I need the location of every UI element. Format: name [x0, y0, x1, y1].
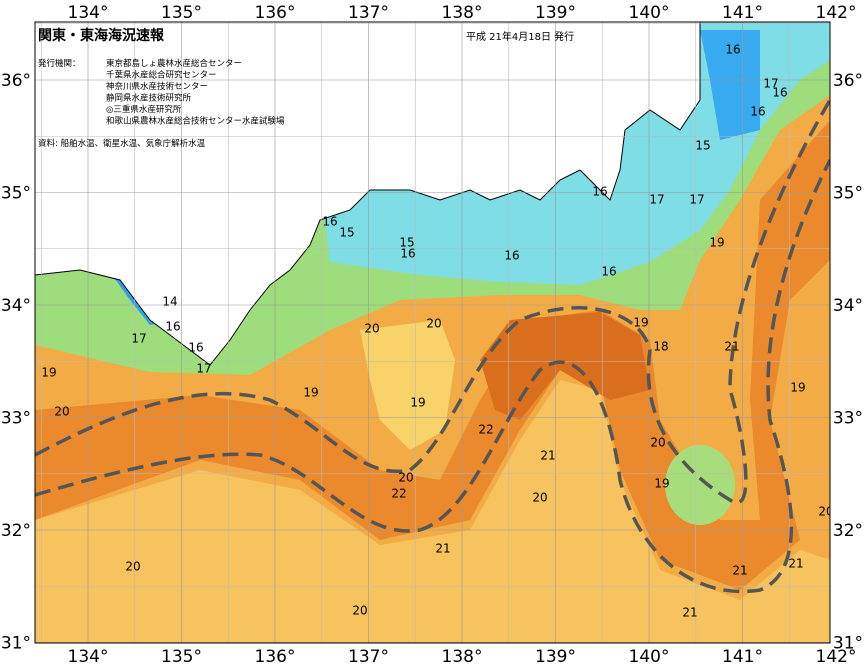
contour-label: 16 [725, 43, 740, 57]
contour-label: 19 [709, 236, 724, 250]
contour-label: 14 [162, 295, 177, 309]
contour-label: 16 [772, 86, 787, 100]
contour-label: 19 [633, 316, 648, 330]
contour-label: 19 [410, 396, 425, 410]
contour-label: 20 [532, 491, 547, 505]
kuroshio-axis [35, 159, 830, 594]
contour-label: 16 [400, 247, 415, 261]
grid [35, 22, 830, 643]
latitude-label: 32° [833, 521, 863, 541]
contour-label: 20 [54, 405, 69, 419]
contour-label: 17 [649, 193, 664, 207]
longitude-label: 136° [255, 3, 296, 23]
map-frame [34, 21, 831, 644]
longitude-label: 141° [722, 647, 763, 667]
contour-label: 15 [339, 226, 354, 240]
longitude-label: 135° [161, 647, 202, 667]
latitude-label: 35° [1, 184, 31, 204]
latitude-label: 34° [1, 296, 31, 316]
contour-label: 21 [788, 557, 803, 571]
contour-label: 22 [391, 487, 406, 501]
contour-label: 20 [398, 471, 413, 485]
kuroshio-edge [35, 99, 830, 505]
longitude-label: 140° [629, 647, 670, 667]
longitude-label: 137° [348, 647, 389, 667]
longitude-label: 139° [535, 3, 576, 23]
issuer-name: 静岡県水産技術研究所 [106, 93, 192, 104]
contour-label: 20 [364, 322, 379, 336]
contour-label: 19 [790, 381, 805, 395]
latitude-label: 31° [833, 634, 863, 654]
contour-label: 20 [650, 436, 665, 450]
longitude-label: 142° [816, 647, 857, 667]
latitude-label: 36° [833, 71, 863, 91]
contour-label: 20 [818, 505, 833, 519]
cold-core [700, 30, 760, 140]
contour-label: 20 [125, 560, 140, 574]
issuer-name: 神奈川県水産技術センター [106, 81, 208, 92]
contour-label: 16 [188, 341, 203, 355]
contour-label: 20 [352, 604, 367, 618]
latitude-label: 33° [1, 409, 31, 429]
issuers: 東京都島しょ農林水産総合センター千葉県水産総合研究センター神奈川県水産技術センタ… [106, 58, 285, 127]
contour-label: 21 [540, 449, 555, 463]
issuer-name: 東京都島しょ農林水産総合センター [106, 58, 242, 69]
contour-label: 21 [682, 606, 697, 620]
contour-label: 16 [750, 105, 765, 119]
issuer-name: 千葉県水産総合研究センター [106, 70, 217, 81]
longitude-label: 141° [722, 3, 763, 23]
longitude-label: 137° [348, 3, 389, 23]
contour-label: 21 [724, 340, 739, 354]
contour-label: 16 [592, 185, 607, 199]
latitude-label: 36° [1, 71, 31, 91]
land [35, 22, 701, 366]
latitude-label: 32° [1, 521, 31, 541]
contour-label: 16 [504, 249, 519, 263]
contour-label: 16 [322, 215, 337, 229]
latitude-label: 34° [833, 296, 863, 316]
latitude-label: 35° [833, 184, 863, 204]
contour-label: 15 [695, 139, 710, 153]
longitude-label: 134° [68, 647, 109, 667]
contour-label: 18 [653, 340, 668, 354]
longitude-label: 136° [255, 647, 296, 667]
longitude-label: 138° [442, 3, 483, 23]
longitude-label: 135° [161, 3, 202, 23]
latitude-label: 33° [833, 409, 863, 429]
axis-labels: 134° 134° 135° 135° 136° 136° 137° 137° 138° 138°… [1, 3, 863, 667]
contour-label: 20 [426, 317, 441, 331]
data-source: 資料: 船舶水温、衛星水温、気象庁解析水温 [38, 138, 206, 149]
longitude-label: 138° [442, 647, 483, 667]
contour-label: 17 [196, 362, 211, 376]
contour-label: 22 [478, 423, 493, 437]
contour-label: 19 [303, 386, 318, 400]
issuers-label: 発行機関： [38, 58, 81, 69]
issuer-name: 和歌山県農林水産総合技術センター水産試験場 [106, 116, 285, 127]
warm-water [35, 380, 830, 643]
contour-label: 17 [763, 77, 778, 91]
issue-date: 平成 21年4月18日 発行 [466, 30, 574, 43]
contour-label: 17 [131, 332, 146, 346]
longitude-label: 142° [816, 3, 857, 23]
map-title: 関東・東海海況速報 [38, 27, 165, 44]
contour-label: 21 [732, 564, 747, 578]
longitude-label: 140° [629, 3, 670, 23]
longitude-label: 139° [535, 647, 576, 667]
kuroshio-band [35, 120, 830, 590]
contour-label: 15 [399, 236, 414, 250]
cold-eddy [665, 445, 735, 525]
contour-label: 17 [689, 193, 704, 207]
contour-label: 21 [435, 542, 450, 556]
issuer-name: ◎三重県水産研究所 [106, 104, 182, 115]
longitude-label: 134° [68, 3, 109, 23]
contour-label: 16 [601, 265, 616, 279]
contour-label: 16 [165, 320, 180, 334]
contour-label: 19 [654, 477, 669, 491]
latitude-label: 31° [1, 634, 31, 654]
contour-label: 19 [41, 366, 56, 380]
